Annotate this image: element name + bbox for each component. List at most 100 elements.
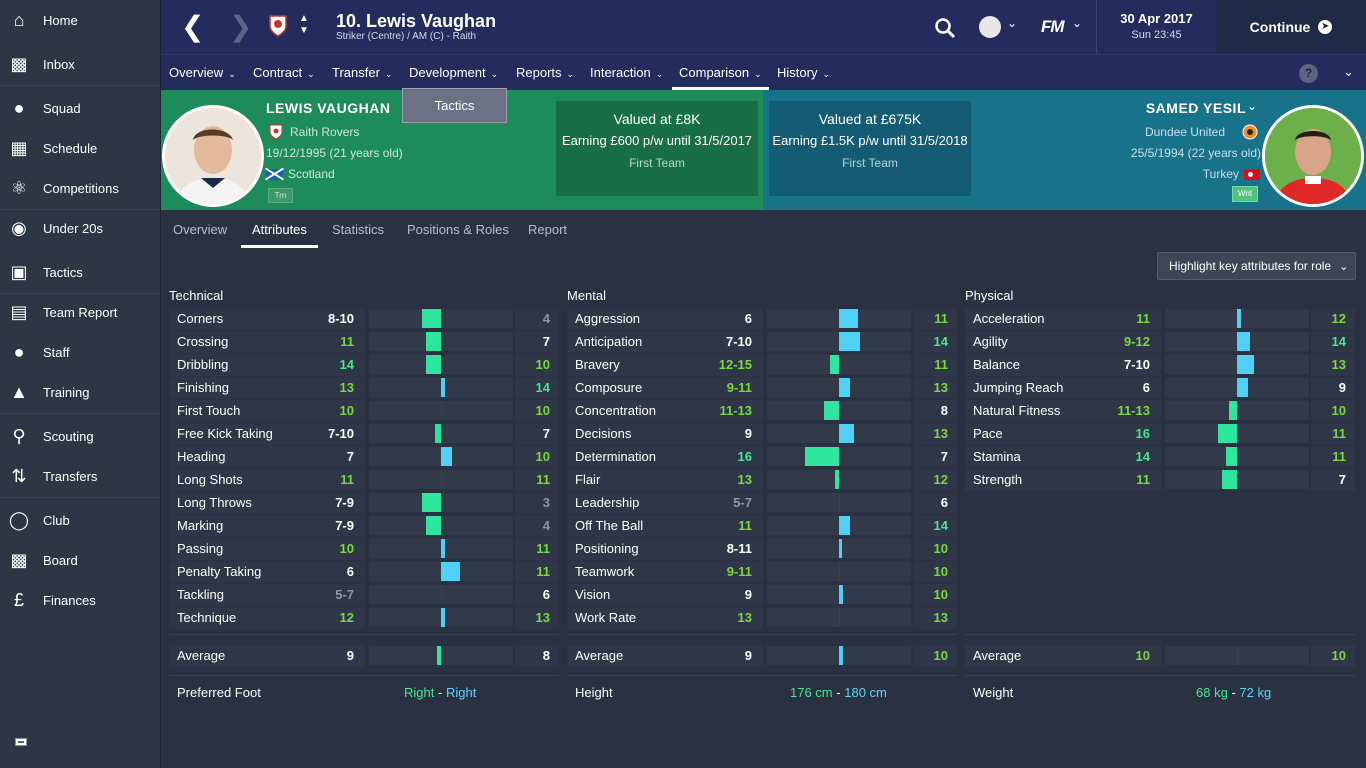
forward-button[interactable]: ❯ <box>229 11 253 42</box>
comparison-bar <box>1225 447 1237 466</box>
player-menu-bar: ? ⌄ Overview ⌄ Contract ⌄ Transfer ⌄ Developme… <box>161 54 1366 90</box>
globe-icon[interactable] <box>979 16 1001 38</box>
row-background <box>567 561 763 583</box>
player-switch-updown-icon[interactable]: ▲ ▼ <box>299 13 309 36</box>
sidebar-item-squad[interactable]: ● Squad <box>0 88 160 128</box>
chevron-down-icon[interactable]: ⌄ <box>1343 64 1354 79</box>
attribute-row: Teamwork 9-11 10 <box>567 560 957 583</box>
opponent-status-badge: Wnt <box>1232 186 1258 202</box>
sidebar-item-club[interactable]: ◯ Club <box>0 500 160 540</box>
row-background <box>913 354 957 376</box>
tactics-popup[interactable]: Tactics <box>402 88 507 123</box>
tab-statistics[interactable]: Statistics <box>332 222 385 237</box>
chevron-down-icon[interactable]: ⌄ <box>1007 16 1018 30</box>
menu-transfer[interactable]: Transfer ⌄ <box>332 65 392 80</box>
search-icon: ⚲ <box>12 425 26 446</box>
section-title: Physical <box>965 288 1014 303</box>
opponent-value: 11 <box>536 541 550 556</box>
attribute-name: Flair <box>575 472 601 487</box>
continue-button[interactable]: Continue ➤ <box>1216 0 1366 54</box>
sidebar-item-transfers[interactable]: ⇅ Transfers <box>0 456 160 498</box>
chevron-down-icon[interactable]: ⌄ <box>1246 99 1257 113</box>
opponent-dob: 25/5/1994 (22 years old) <box>1130 146 1261 160</box>
sidebar-item-finances[interactable]: £ Finances <box>0 580 160 620</box>
attribute-row: Corners 8-10 4 <box>169 307 559 330</box>
player-dob: 19/12/1995 (21 years old) <box>266 146 403 160</box>
row-background <box>567 354 763 376</box>
attribute-name: Balance <box>973 357 1020 372</box>
tab-overview[interactable]: Overview <box>173 222 228 237</box>
staff-icon: ● <box>13 341 25 362</box>
bar-midline <box>441 424 442 443</box>
opponent-value: 13 <box>933 610 948 625</box>
sidebar-divider <box>0 413 160 414</box>
sidebar-item-home[interactable]: ⌂ Home <box>0 0 160 40</box>
section-title: Technical <box>169 288 224 303</box>
sidebar-item-team-report[interactable]: ▤ Team Report <box>0 292 160 332</box>
sidebar-item-scouting[interactable]: ⚲ Scouting <box>0 416 160 456</box>
sidebar-item-training[interactable]: ▲ Training <box>0 372 160 414</box>
menu-reports[interactable]: Reports ⌄ <box>516 65 574 80</box>
player-club[interactable]: Raith Rovers <box>290 125 360 139</box>
sidebar-item-schedule[interactable]: ▦ Schedule <box>0 128 160 168</box>
row-background <box>913 423 957 445</box>
row-background <box>169 331 365 353</box>
sidebar-item-tactics[interactable]: ▣ Tactics <box>0 252 160 294</box>
opponent-club[interactable]: Dundee United <box>1144 125 1225 139</box>
opponent-value: 11 <box>1332 449 1346 464</box>
chevron-down-icon[interactable]: ⌄ <box>1072 16 1083 30</box>
sidebar-item-staff[interactable]: ● Staff <box>0 332 160 372</box>
menu-contract[interactable]: Contract ⌄ <box>253 65 315 80</box>
row-background <box>965 308 1161 330</box>
fm-logo[interactable]: FM <box>1041 17 1065 36</box>
separator: - <box>437 685 443 700</box>
comparison-bar <box>1237 309 1241 328</box>
player-value: 11 <box>1136 472 1150 487</box>
highlight-key-attributes-dropdown[interactable]: Highlight key attributes for role ⌄ <box>1157 252 1356 280</box>
search-icon[interactable] <box>934 17 956 39</box>
row-background <box>1311 354 1355 376</box>
row-background <box>515 492 559 514</box>
menu-development[interactable]: Development ⌄ <box>409 65 498 80</box>
row-background <box>1311 308 1355 330</box>
row-background <box>169 538 365 560</box>
bar-midline <box>1237 470 1238 489</box>
attribute-name: Technique <box>177 610 237 625</box>
player-value: 9 <box>744 426 752 441</box>
help-icon[interactable]: ? <box>1299 64 1318 83</box>
player-value: 9 <box>346 648 354 663</box>
date-text: 30 Apr 2017 <box>1120 11 1193 26</box>
opponent-name[interactable]: SAMED YESIL <box>1145 100 1246 116</box>
tab-attributes[interactable]: Attributes <box>252 222 307 237</box>
comparison-bar <box>839 378 851 397</box>
player-weight: 68 kg <box>1196 685 1228 700</box>
bar-midline <box>839 355 840 374</box>
sidebar-item-board[interactable]: ▩ Board <box>0 540 160 580</box>
menu-overview[interactable]: Overview ⌄ <box>169 65 236 80</box>
back-button[interactable]: ❮ <box>181 11 205 42</box>
opponent-value: 10 <box>933 587 948 602</box>
sidebar-item-competitions[interactable]: ⚛ Competitions <box>0 168 160 210</box>
menu-history[interactable]: History ⌄ <box>777 65 830 80</box>
attribute-row: Acceleration 11 12 <box>965 307 1355 330</box>
language-flag-icon[interactable] <box>15 738 27 746</box>
attribute-row: Penalty Taking 6 11 <box>169 560 559 583</box>
tab-positions-roles[interactable]: Positions & Roles <box>407 222 509 237</box>
tab-report[interactable]: Report <box>528 222 568 237</box>
menu-label: Comparison <box>679 65 750 80</box>
sidebar-item-under-20s[interactable]: ◉ Under 20s <box>0 208 160 248</box>
preferred-foot-label: Preferred Foot <box>177 685 261 700</box>
chevron-down-icon: ⌄ <box>228 69 236 79</box>
opponent-value: 13 <box>933 380 948 395</box>
sidebar-item-inbox[interactable]: ▩ Inbox <box>0 44 160 86</box>
menu-interaction[interactable]: Interaction ⌄ <box>590 65 663 80</box>
attribute-row: Vision 9 10 <box>567 583 957 606</box>
attribute-row: Finishing 13 14 <box>169 376 559 399</box>
section-divider <box>965 675 1355 676</box>
row-background <box>169 469 365 491</box>
attribute-row: Tackling 5-7 6 <box>169 583 559 606</box>
menu-comparison[interactable]: Comparison ⌄ <box>679 65 762 80</box>
row-background <box>913 469 957 491</box>
attribute-row: Marking 7-9 4 <box>169 514 559 537</box>
comparison-bar <box>1237 355 1255 374</box>
